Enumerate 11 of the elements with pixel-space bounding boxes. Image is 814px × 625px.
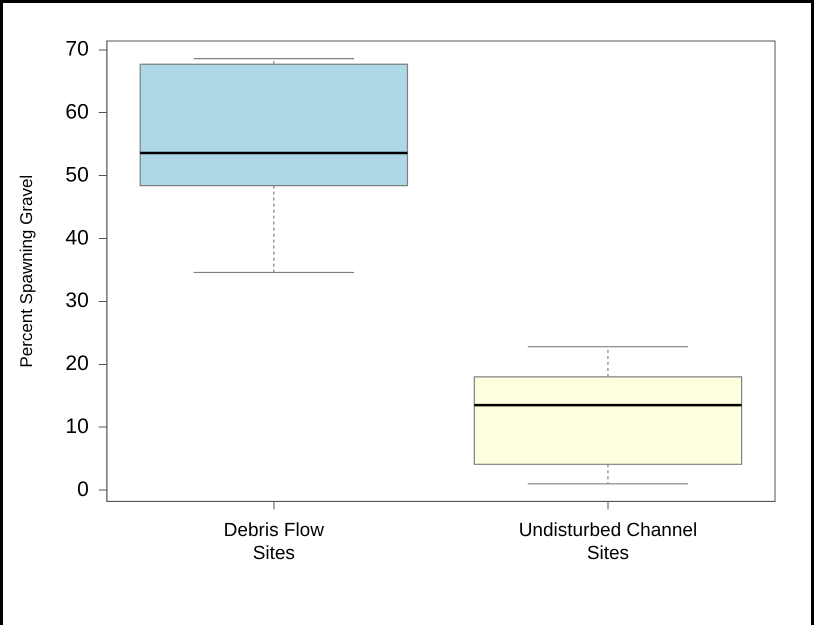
y-tick-label: 70 [65,38,89,61]
x-tick-label: Debris Flow Sites [224,520,324,564]
x-tick-label: Undisturbed Channel Sites [518,520,698,564]
y-tick-label: 60 [65,100,89,124]
y-tick-label: 10 [65,414,89,438]
y-tick-label: 0 [77,478,89,501]
y-tick-label: 50 [65,163,89,186]
y-tick-label: 30 [65,289,89,312]
y-tick-label: 40 [65,226,89,250]
y-tick-label: 20 [65,352,89,376]
y-axis-title: Percent Spawning Gravel [16,174,36,368]
